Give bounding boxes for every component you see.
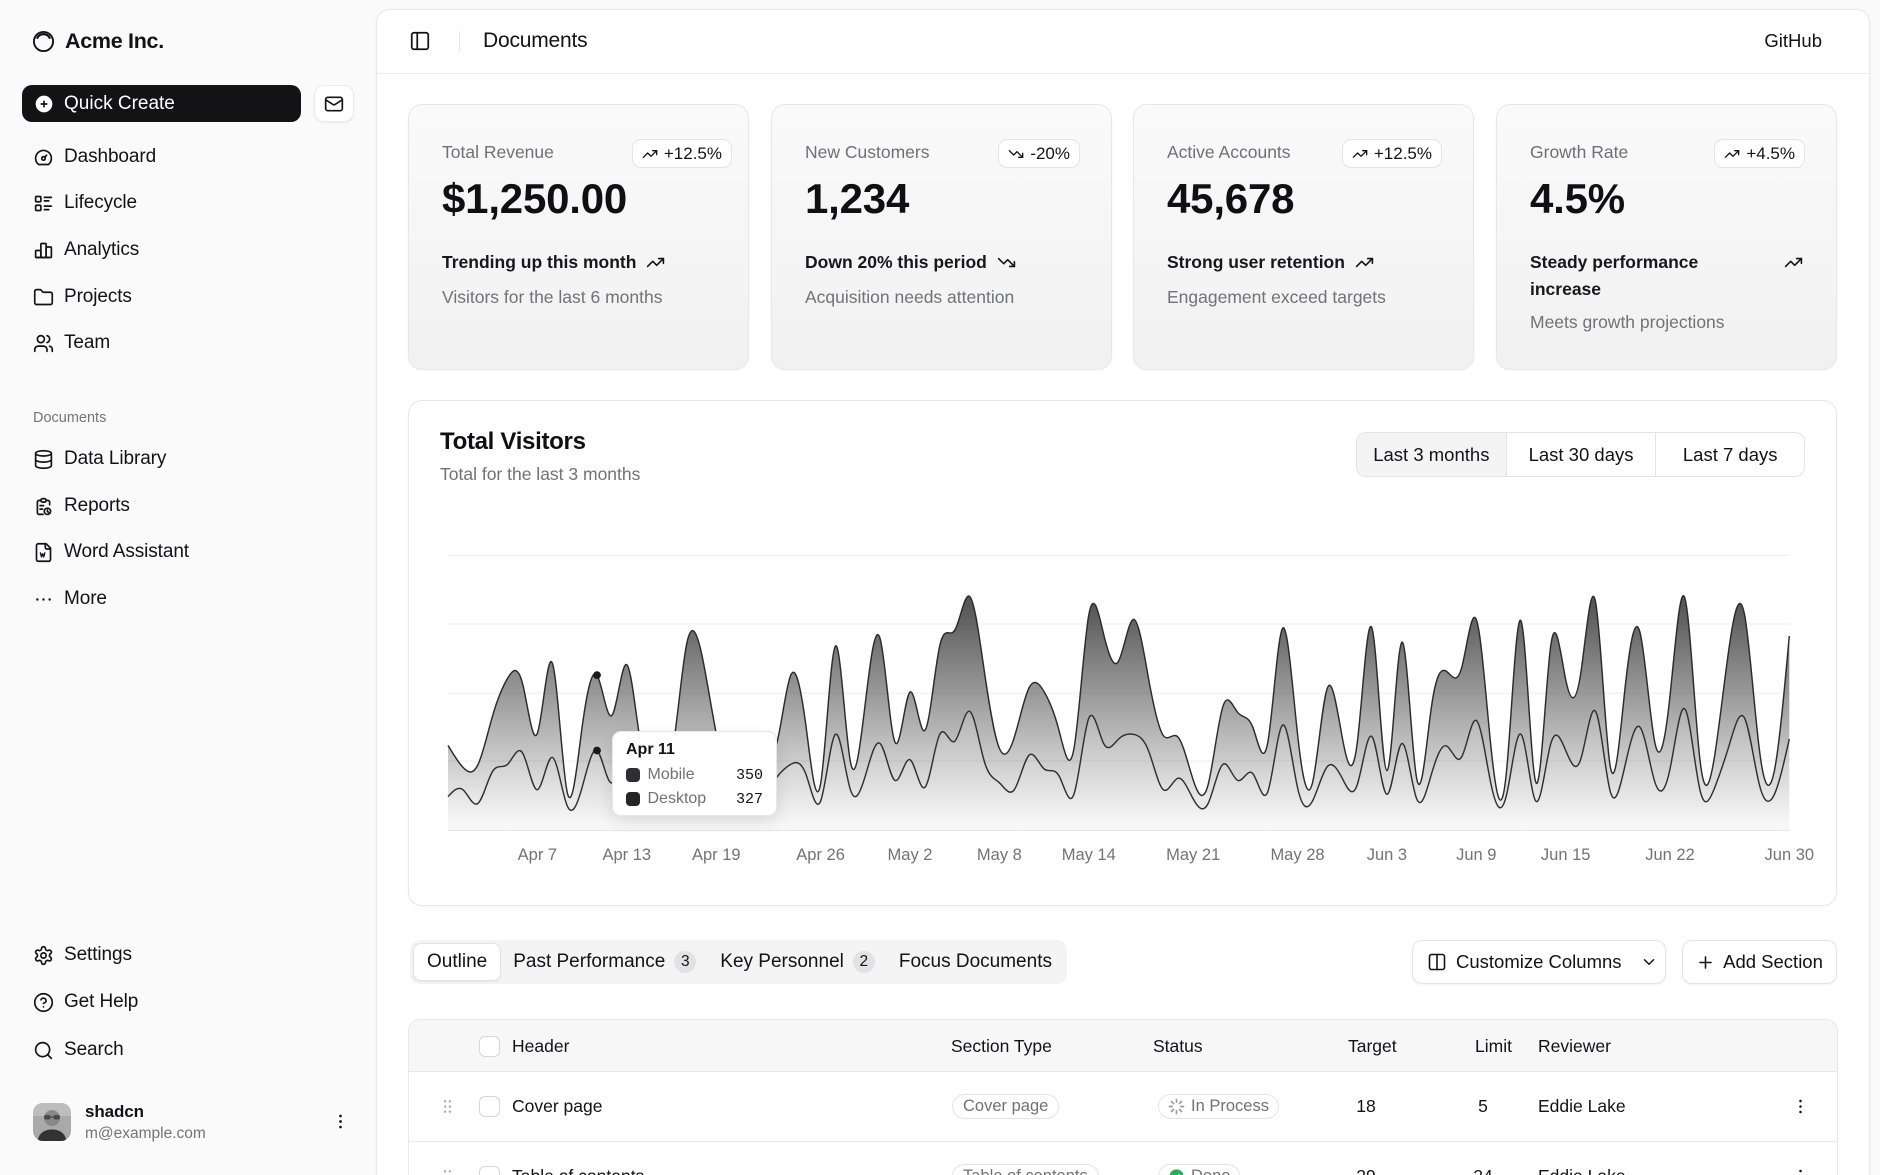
svg-text:Apr 19: Apr 19: [692, 846, 741, 864]
svg-text:May 14: May 14: [1062, 846, 1116, 864]
svg-text:Apr 26: Apr 26: [796, 846, 845, 864]
svg-text:May 2: May 2: [888, 846, 933, 864]
svg-text:Jun 22: Jun 22: [1645, 846, 1695, 864]
svg-text:Jun 3: Jun 3: [1367, 846, 1407, 864]
svg-text:May 21: May 21: [1166, 846, 1220, 864]
svg-text:Jun 15: Jun 15: [1541, 846, 1591, 864]
svg-text:Jun 9: Jun 9: [1456, 846, 1496, 864]
svg-text:Jun 30: Jun 30: [1765, 846, 1815, 864]
svg-text:May 8: May 8: [977, 846, 1022, 864]
svg-text:Apr 13: Apr 13: [602, 846, 651, 864]
svg-text:May 28: May 28: [1270, 846, 1324, 864]
svg-text:Apr 7: Apr 7: [518, 846, 557, 864]
